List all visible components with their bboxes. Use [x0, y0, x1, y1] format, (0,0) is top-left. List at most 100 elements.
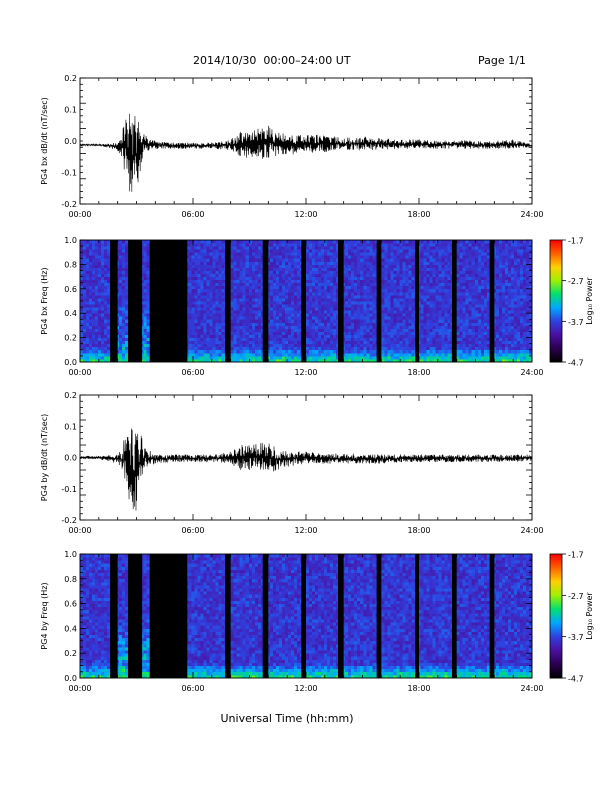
- spectrogram-cell: [357, 346, 361, 351]
- spectrogram-cell: [203, 249, 207, 253]
- spectrogram-cell: [417, 313, 421, 317]
- spectrogram-cell: [312, 346, 316, 351]
- spectrogram-cell: [423, 310, 427, 314]
- spectrogram-cell: [390, 288, 394, 293]
- spectrogram-cell: [92, 285, 96, 290]
- spectrogram-cell: [107, 276, 111, 281]
- spectrogram-cell: [197, 255, 201, 259]
- spectrogram-cell: [312, 343, 316, 348]
- spectrogram-cell: [260, 252, 265, 256]
- spectrogram-cell: [266, 255, 271, 259]
- spectrogram-cell: [257, 358, 262, 363]
- spectrogram-cell: [215, 325, 220, 329]
- spectrogram-cell: [354, 322, 358, 326]
- spectrogram-cell: [315, 264, 319, 268]
- spectrogram-cell: [357, 255, 361, 259]
- spectrogram-cell: [230, 307, 235, 311]
- spectrogram-cell: [245, 276, 250, 281]
- spectrogram-cell: [260, 337, 265, 342]
- spectrogram-cell: [390, 264, 394, 268]
- spectrogram-cell: [405, 276, 409, 281]
- spectrogram-cell: [80, 307, 84, 311]
- spectrogram-cell: [221, 240, 226, 244]
- spectrogram-cell: [98, 343, 102, 348]
- spectrogram-cell: [399, 297, 403, 302]
- spectrogram-cell: [275, 307, 280, 311]
- spectrogram-cell: [381, 343, 385, 348]
- spectrogram-cell: [200, 331, 204, 335]
- spectrogram-cell: [191, 297, 195, 302]
- spectrogram-cell: [342, 246, 346, 250]
- spectrogram-cell: [257, 240, 262, 244]
- spectrogram-cell: [146, 273, 150, 277]
- spectrogram-cell: [98, 264, 102, 268]
- spectrogram-cell: [215, 301, 220, 305]
- spectrogram-cell: [230, 261, 235, 265]
- spectrogram-cell: [233, 267, 238, 271]
- spectrogram-cell: [426, 322, 430, 326]
- spectrogram-cell: [435, 273, 439, 277]
- spectrogram-cell: [194, 261, 198, 265]
- spectrogram-cell: [321, 243, 325, 247]
- spectrogram-cell: [438, 267, 442, 271]
- spectrogram-cell: [191, 276, 195, 281]
- spectrogram-cell: [420, 243, 424, 247]
- spectrogram-cell: [221, 246, 226, 250]
- spectrogram-cell: [236, 343, 241, 348]
- spectrogram-cell: [441, 301, 446, 305]
- spectrogram-cell: [402, 355, 406, 360]
- spectrogram-cell: [354, 343, 358, 348]
- y-axis-label: PG4 bx dB/dt (nT/sec): [40, 97, 49, 184]
- spectrogram-cell: [146, 337, 150, 342]
- spectrogram-cell: [444, 255, 449, 259]
- spectrogram-cell: [290, 304, 295, 308]
- spectrogram-cell: [408, 252, 412, 256]
- spectrogram-cell: [83, 334, 87, 338]
- spectrogram-cell: [89, 276, 93, 281]
- spectrogram-cell: [242, 252, 247, 256]
- spectrogram-cell: [125, 325, 129, 329]
- spectrogram-cell: [98, 340, 102, 345]
- spectrogram-cell: [393, 246, 397, 250]
- spectrogram-cell: [363, 304, 367, 308]
- spectrogram-cell: [399, 328, 403, 332]
- spectrogram-cell: [197, 276, 201, 281]
- spectrogram-cell: [272, 294, 277, 299]
- spectrogram-cell: [266, 249, 271, 253]
- spectrogram-cell: [293, 282, 298, 287]
- spectrogram-cell: [212, 291, 216, 296]
- spectrogram-cell: [80, 249, 84, 253]
- spectrogram-cell: [432, 340, 436, 345]
- spectrogram-cell: [423, 334, 427, 338]
- spectrogram-cell: [336, 325, 340, 329]
- spectrogram-cell: [372, 334, 376, 338]
- spectrogram-cell: [248, 316, 253, 320]
- spectrogram-cell: [390, 346, 394, 351]
- spectrogram-cell: [306, 294, 310, 299]
- spectrogram-cell: [372, 328, 376, 332]
- spectrogram-cell: [348, 352, 352, 357]
- spectrogram-cell: [245, 340, 250, 345]
- spectrogram-cell: [278, 358, 283, 363]
- spectrogram-cell: [209, 261, 213, 265]
- spectrogram-cell: [119, 319, 123, 323]
- spectrogram-cell: [266, 297, 271, 302]
- spectrogram-cell: [143, 355, 147, 360]
- spectrogram-cell: [402, 264, 406, 268]
- spectrogram-cell: [438, 307, 442, 311]
- spectrogram-cell: [366, 340, 370, 345]
- spectrogram-cell: [438, 331, 442, 335]
- spectrogram-cell: [146, 313, 150, 317]
- spectrogram-cell: [342, 297, 346, 302]
- spectrogram-cell: [423, 270, 427, 274]
- spectrogram-cell: [266, 337, 271, 342]
- spectrogram-cell: [260, 325, 265, 329]
- spectrogram-cell: [408, 282, 412, 287]
- spectrogram-cell: [441, 349, 446, 354]
- spectrogram-cell: [104, 276, 108, 281]
- spectrogram-cell: [390, 319, 394, 323]
- spectrogram-cell: [98, 337, 102, 342]
- spectrogram-cell: [369, 358, 373, 363]
- spectrogram-cell: [248, 331, 253, 335]
- spectrogram-cell: [296, 304, 301, 308]
